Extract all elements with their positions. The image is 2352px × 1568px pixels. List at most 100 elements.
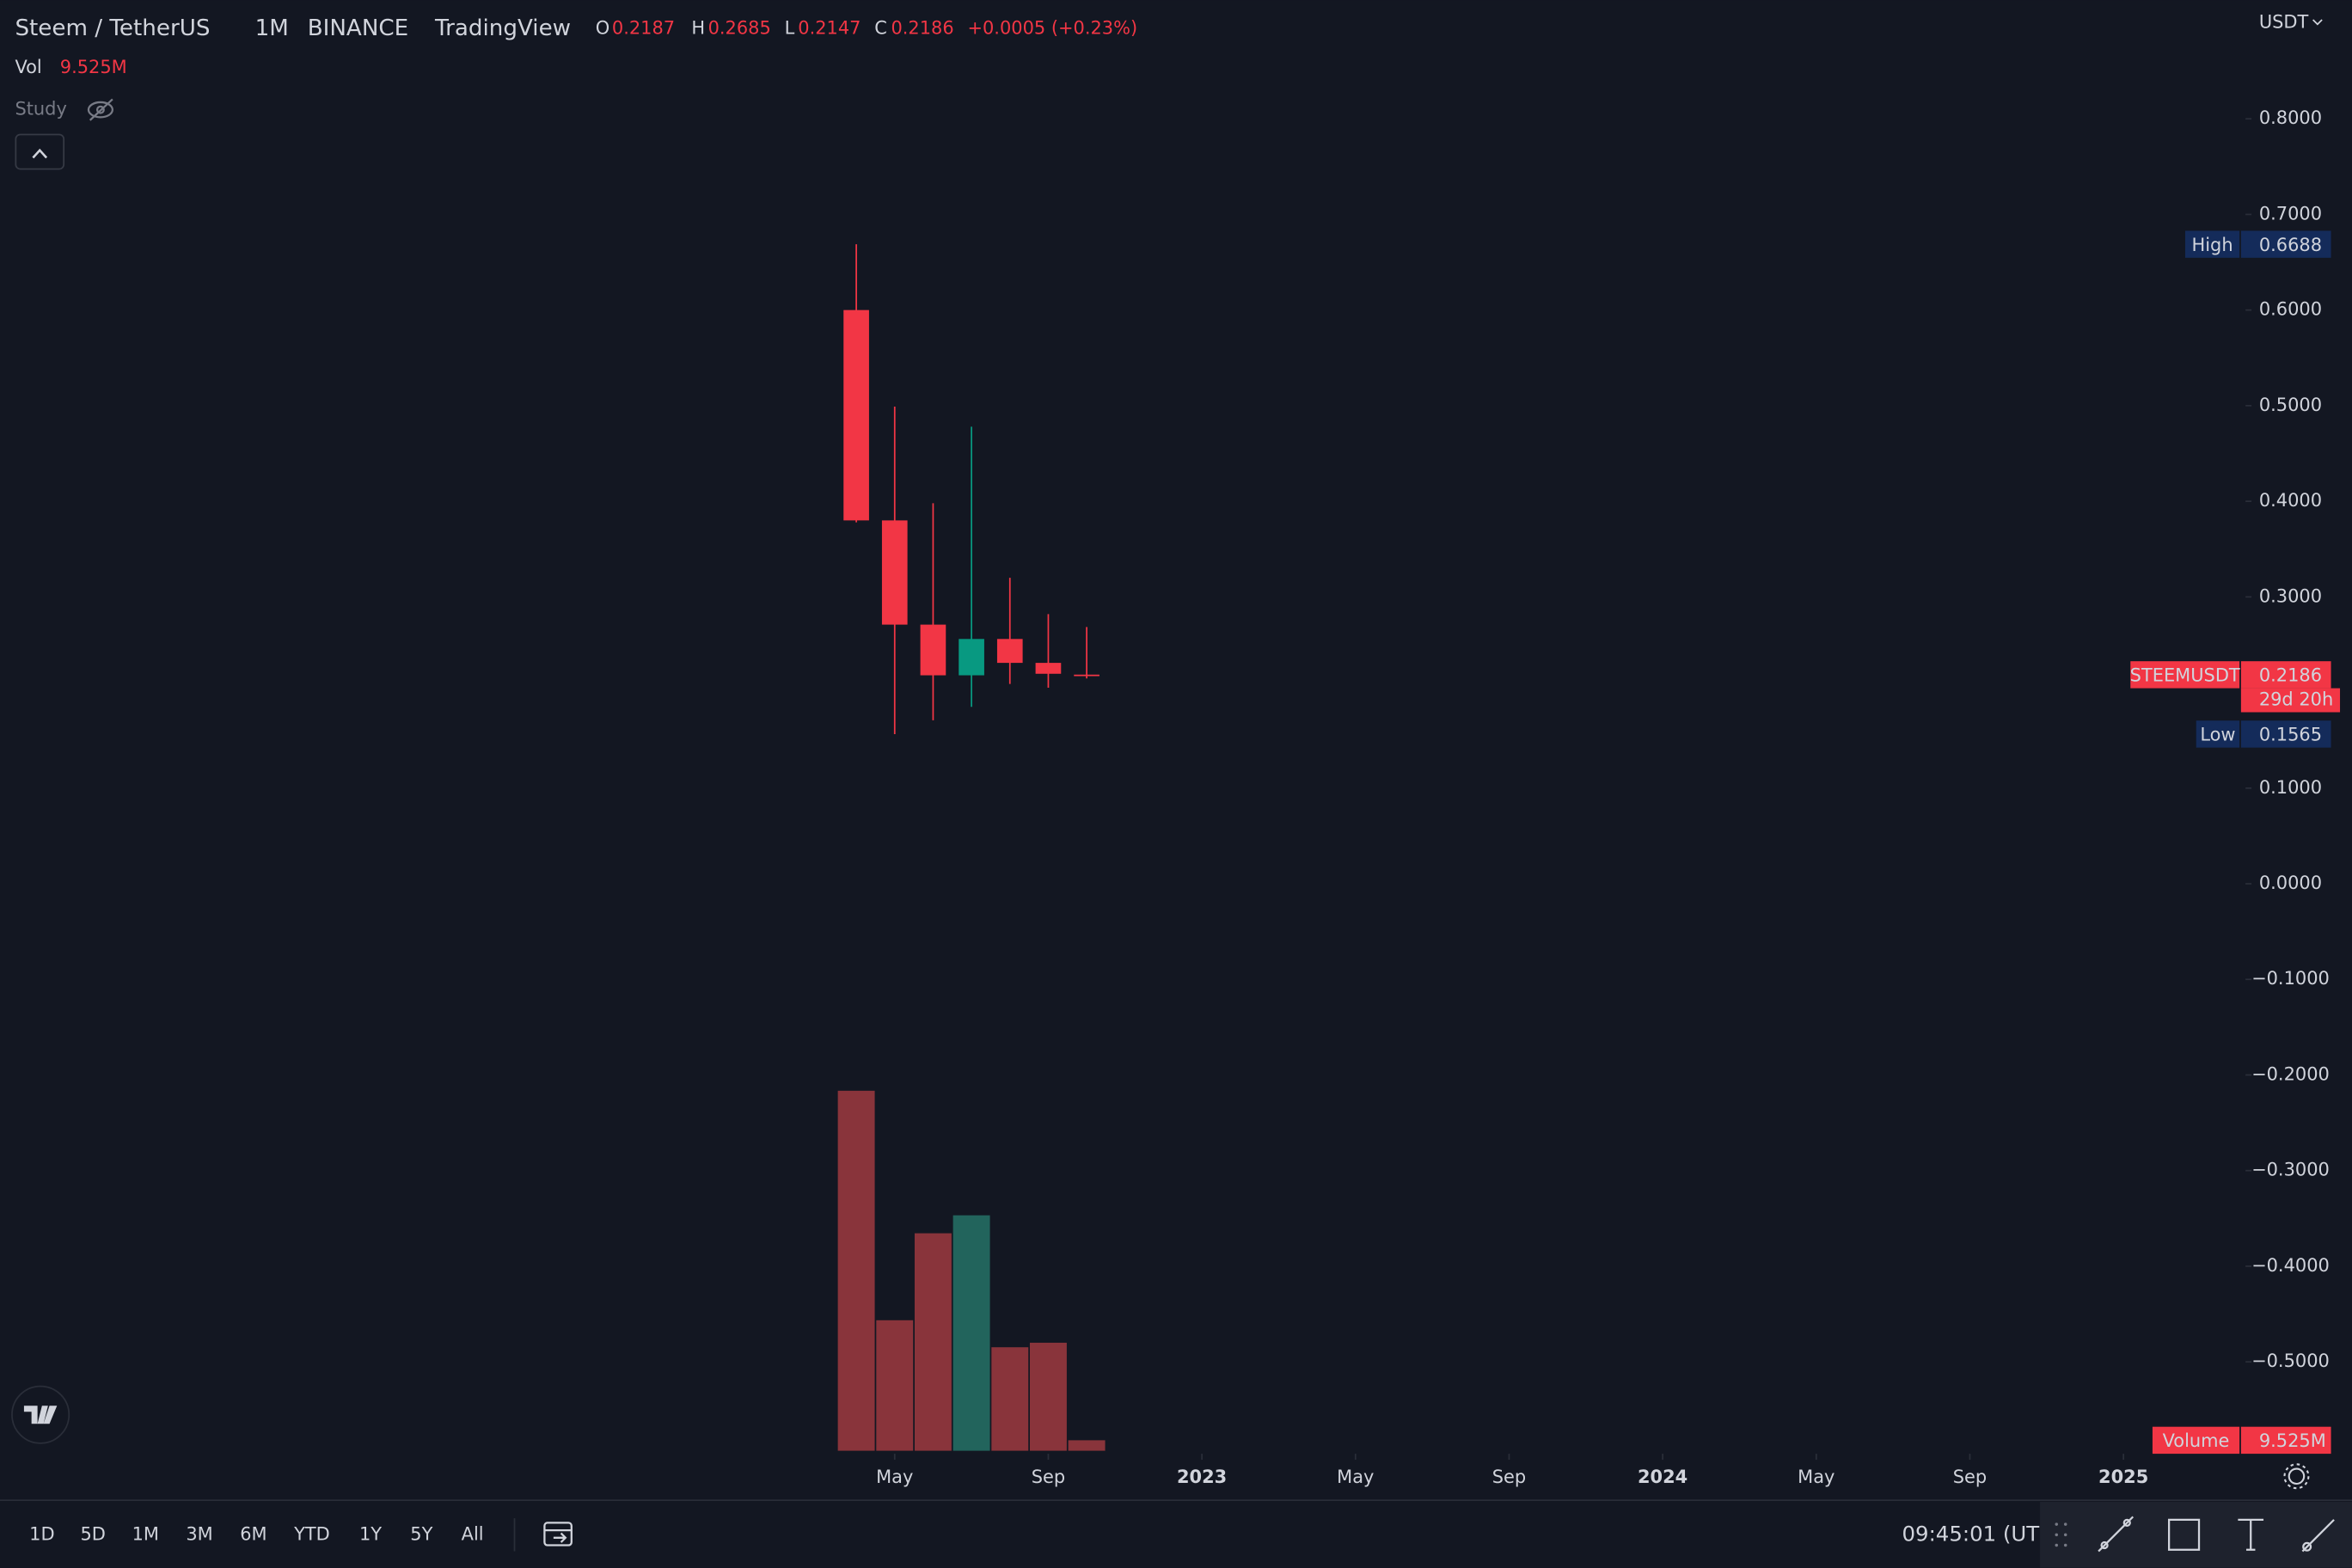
text-tool[interactable]	[2238, 1518, 2264, 1551]
settings-icon[interactable]	[2283, 1463, 2310, 1490]
hide-icon[interactable]	[87, 98, 114, 121]
low-value-badge	[2240, 720, 2331, 748]
candle-body	[881, 520, 908, 625]
volume-bar	[876, 1320, 914, 1451]
brush-tool[interactable]	[2301, 1519, 2335, 1553]
candle-body	[1035, 663, 1062, 674]
y-tick-label: −0.3000	[2251, 1160, 2330, 1180]
last-countdown: 29d 20h	[2259, 689, 2333, 710]
volume-value: 9.525M	[2259, 1430, 2326, 1451]
study[interactable]: Study	[15, 99, 66, 119]
interval: 1M	[255, 15, 289, 41]
y-tick-label: −0.4000	[2251, 1255, 2330, 1276]
ohlc-value: 0.2187	[612, 17, 675, 38]
high-value-badge	[2240, 230, 2331, 258]
ohlc-key: L	[785, 17, 795, 38]
x-tick-label: May	[876, 1467, 913, 1487]
range-button[interactable]: YTD	[293, 1523, 330, 1544]
grip-dot	[2055, 1543, 2058, 1547]
currency[interactable]: USDT	[2259, 11, 2309, 32]
x-tick-label: Sep	[1953, 1467, 1987, 1487]
grip-dot	[2063, 1533, 2067, 1537]
ohlc-value: 0.2147	[798, 17, 861, 38]
last-value-badge	[2240, 661, 2331, 689]
grip-dot	[2063, 1522, 2067, 1526]
range-button[interactable]: 1D	[29, 1523, 54, 1544]
volume-bar	[952, 1215, 990, 1451]
range-button[interactable]: 6M	[240, 1523, 266, 1544]
x-tick-label: 2023	[1177, 1467, 1227, 1487]
candle-body	[1074, 674, 1099, 677]
symbol: Steem / TetherUS	[15, 15, 210, 41]
y-tick-label: −0.1000	[2251, 968, 2330, 989]
range-button[interactable]: All	[462, 1523, 484, 1544]
volume-bar	[991, 1347, 1029, 1451]
x-tick-label: May	[1798, 1467, 1834, 1487]
range-button[interactable]: 1M	[132, 1523, 159, 1544]
x-tick-label: Sep	[1032, 1467, 1065, 1487]
tv-logo[interactable]	[11, 1385, 70, 1444]
ohlc-key: H	[691, 17, 705, 38]
volume-bar	[1029, 1342, 1067, 1451]
volume-value-badge	[2240, 1426, 2331, 1455]
y-tick-label: −0.5000	[2251, 1351, 2330, 1371]
range-button[interactable]: 5D	[80, 1523, 105, 1544]
low-label: Low	[2200, 725, 2235, 745]
clock[interactable]: 09:45:01 (UT	[1902, 1521, 2040, 1546]
low-value: 0.1565	[2259, 725, 2322, 745]
range-button[interactable]: 1Y	[359, 1523, 382, 1544]
high-value: 0.6688	[2259, 235, 2322, 255]
y-tick-label: −0.2000	[2251, 1063, 2330, 1084]
trend-line-tool[interactable]	[2098, 1516, 2135, 1553]
high-label: High	[2192, 235, 2233, 255]
ohlc-value: 0.2186	[891, 17, 953, 38]
y-tick-label: 0.3000	[2259, 585, 2322, 606]
volume-label-badge	[2152, 1426, 2240, 1455]
range-button[interactable]: 3M	[186, 1523, 212, 1544]
grip-dot	[2055, 1533, 2058, 1537]
volume-bar	[837, 1090, 875, 1451]
source: TradingView	[434, 15, 571, 41]
collapse-button[interactable]	[15, 133, 65, 170]
volume-bar	[914, 1233, 952, 1451]
y-tick-label: 0.7000	[2259, 203, 2322, 224]
last-label-badge	[2130, 661, 2240, 689]
last-value: 0.2186	[2259, 665, 2322, 686]
last-countdown-badge	[2240, 688, 2341, 713]
change: +0.0005 (+0.23%)	[967, 17, 1137, 38]
volume-label: Volume	[2163, 1430, 2230, 1451]
drawing-toolbar	[2040, 1501, 2352, 1568]
ohlc-value: 0.2685	[708, 17, 771, 38]
vol-label: Vol	[15, 57, 41, 77]
grip-dot	[2055, 1522, 2058, 1526]
exchange: BINANCE	[308, 15, 408, 41]
y-tick-label: 0.8000	[2259, 107, 2322, 128]
candle-body	[920, 624, 946, 676]
y-tick-label: 0.0000	[2259, 873, 2322, 893]
vol-value: 9.525M	[60, 57, 127, 77]
grip-dot	[2063, 1543, 2067, 1547]
y-tick-label: 0.4000	[2259, 490, 2322, 511]
y-tick-label: 0.1000	[2259, 777, 2322, 798]
currency-caret	[2312, 19, 2323, 26]
candle-body	[996, 639, 1023, 664]
x-tick-label: 2025	[2098, 1467, 2148, 1487]
rect-tool[interactable]	[2167, 1518, 2201, 1551]
volume-bar	[1068, 1440, 1106, 1451]
last-label: STEEMUSDT	[2130, 665, 2240, 686]
candle-body	[959, 639, 984, 676]
high-label-badge	[2184, 230, 2240, 258]
date-range-icon[interactable]	[543, 1522, 573, 1547]
x-tick-label: 2024	[1638, 1467, 1687, 1487]
y-tick-label: 0.5000	[2259, 395, 2322, 415]
range-button[interactable]: 5Y	[410, 1523, 432, 1544]
ohlc-key: C	[874, 17, 887, 38]
candle-body	[843, 309, 869, 521]
ohlc-key: O	[596, 17, 609, 38]
low-label-badge	[2196, 720, 2240, 748]
x-tick-label: Sep	[1492, 1467, 1526, 1487]
x-tick-label: May	[1337, 1467, 1374, 1487]
y-tick-label: 0.6000	[2259, 299, 2322, 320]
